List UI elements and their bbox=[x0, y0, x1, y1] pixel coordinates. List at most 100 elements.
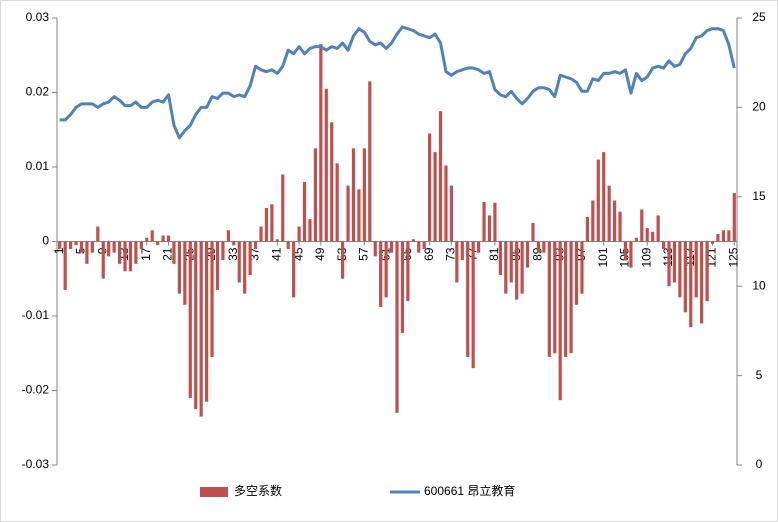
bar bbox=[346, 185, 350, 242]
bar bbox=[672, 241, 677, 283]
bar bbox=[85, 241, 89, 264]
y-tick-label: 0.02 bbox=[26, 85, 50, 99]
bar bbox=[477, 241, 481, 253]
bar bbox=[292, 241, 296, 298]
bar bbox=[460, 241, 464, 261]
legend-label: 600661 昂立教育 bbox=[424, 483, 515, 498]
bar bbox=[580, 241, 584, 294]
bar bbox=[564, 241, 568, 357]
bar bbox=[389, 241, 394, 253]
bar bbox=[417, 241, 421, 253]
bar bbox=[667, 241, 671, 287]
bar bbox=[351, 148, 356, 242]
bar bbox=[172, 241, 176, 264]
bar bbox=[117, 241, 122, 264]
bar bbox=[150, 230, 154, 242]
bar bbox=[547, 241, 551, 357]
bar bbox=[569, 241, 573, 354]
y2-tick-label: 0 bbox=[756, 457, 763, 471]
bar bbox=[335, 163, 339, 242]
bar bbox=[618, 211, 622, 242]
bar bbox=[384, 241, 388, 298]
bar bbox=[700, 241, 704, 324]
bar bbox=[651, 231, 655, 242]
bar bbox=[308, 219, 312, 242]
bar bbox=[237, 241, 241, 283]
bar bbox=[395, 241, 399, 413]
bar bbox=[128, 241, 133, 272]
y2-tick-label: 25 bbox=[752, 10, 766, 24]
bar bbox=[574, 241, 579, 305]
x-tick-label: 41 bbox=[269, 247, 283, 261]
bar bbox=[134, 241, 138, 264]
bar bbox=[661, 241, 666, 249]
bar bbox=[683, 241, 687, 313]
bar bbox=[466, 241, 470, 357]
y2-tick-label: 20 bbox=[752, 100, 766, 114]
bar bbox=[471, 241, 475, 369]
bar bbox=[302, 181, 307, 242]
bar bbox=[161, 235, 165, 242]
bar bbox=[210, 241, 214, 357]
x-tick-label: 1 bbox=[52, 247, 66, 254]
bar bbox=[368, 81, 372, 242]
bar bbox=[591, 200, 595, 242]
bar bbox=[498, 241, 502, 276]
x-tick-label: 89 bbox=[531, 247, 545, 261]
x-tick-label: 81 bbox=[487, 247, 501, 261]
bar bbox=[689, 241, 693, 328]
bar bbox=[221, 241, 225, 261]
bar bbox=[678, 241, 682, 298]
bar bbox=[656, 215, 660, 242]
bar bbox=[313, 148, 317, 242]
bar bbox=[243, 241, 247, 294]
bar bbox=[156, 241, 160, 246]
bar bbox=[411, 239, 415, 242]
x-tick-label: 33 bbox=[226, 247, 240, 261]
bar bbox=[330, 122, 334, 242]
bar bbox=[629, 241, 633, 268]
bar bbox=[275, 239, 279, 242]
legend-swatch bbox=[200, 487, 228, 497]
bar bbox=[226, 230, 230, 242]
bar bbox=[536, 241, 541, 253]
bar bbox=[400, 241, 405, 334]
y2-tick-label: 5 bbox=[756, 368, 763, 382]
bar bbox=[188, 241, 192, 398]
bar bbox=[558, 241, 562, 401]
bar bbox=[613, 200, 617, 242]
x-tick-label: 69 bbox=[422, 247, 436, 261]
bar bbox=[215, 241, 220, 290]
bar bbox=[101, 241, 105, 279]
x-tick-label: 49 bbox=[313, 247, 327, 261]
bar bbox=[487, 215, 492, 242]
bar bbox=[509, 241, 513, 283]
bar bbox=[96, 226, 100, 242]
bar bbox=[194, 241, 198, 410]
bar bbox=[145, 237, 149, 242]
bar bbox=[90, 241, 94, 253]
bar bbox=[428, 133, 432, 242]
bar bbox=[422, 241, 426, 249]
bar bbox=[607, 185, 611, 242]
bar bbox=[286, 241, 290, 249]
bar bbox=[721, 230, 725, 242]
bar bbox=[264, 207, 269, 242]
y-tick-label: -0.01 bbox=[22, 308, 50, 322]
bar bbox=[69, 241, 73, 249]
bar bbox=[232, 241, 236, 246]
bar bbox=[504, 241, 508, 294]
bar bbox=[640, 209, 644, 242]
legend-label: 多空系数 bbox=[234, 483, 282, 498]
bar bbox=[281, 174, 285, 242]
bar bbox=[449, 185, 453, 242]
bar bbox=[199, 241, 203, 417]
y-tick-label: 0.03 bbox=[26, 10, 50, 24]
bar bbox=[259, 226, 263, 242]
x-tick-label: 57 bbox=[357, 247, 371, 261]
bar bbox=[438, 111, 443, 242]
bar bbox=[553, 241, 557, 354]
bar bbox=[58, 241, 62, 249]
bar bbox=[74, 241, 78, 246]
